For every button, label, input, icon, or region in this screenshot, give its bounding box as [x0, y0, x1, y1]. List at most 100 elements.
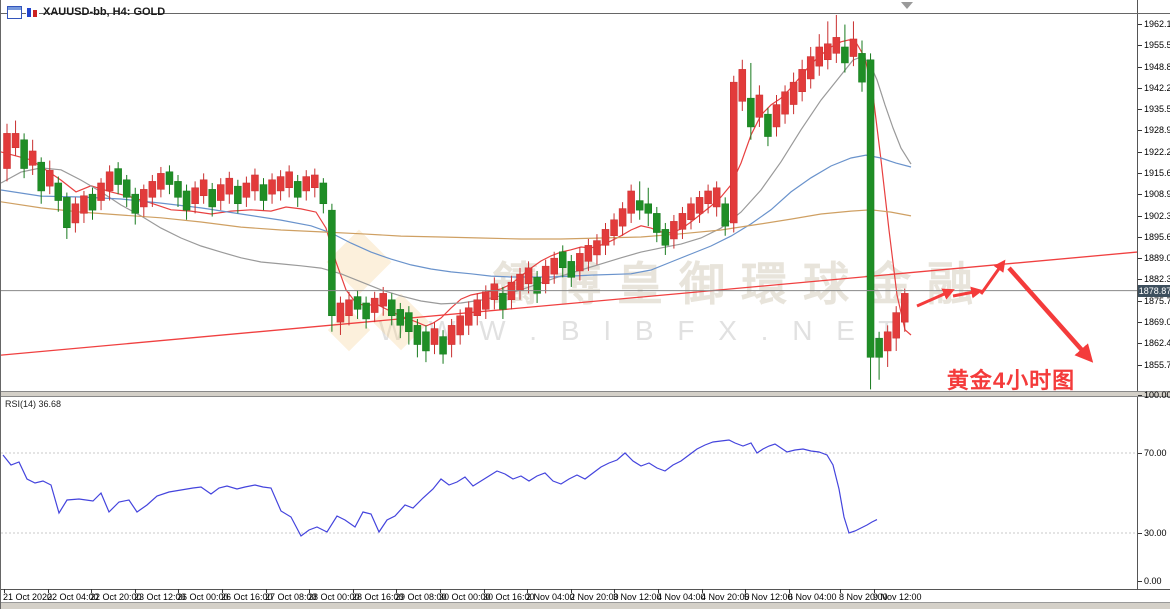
time-axis-label: 27 Oct 08:00	[265, 592, 317, 602]
rsi-line	[2, 439, 878, 537]
time-axis-tick	[571, 589, 572, 593]
price-axis-tick	[1138, 87, 1142, 89]
symbol-timeframe-label: XAUUSD-bb, H4: GOLD	[43, 6, 166, 18]
time-axis-label: 4 Nov 20:00	[701, 592, 750, 602]
symbol-row: XAUUSD-bb, H4: GOLD	[7, 5, 165, 19]
chart-shift-marker-icon[interactable]	[901, 2, 913, 9]
candlestick-chart-canvas: 鑄博皇御環球金融 W W W . B I B F X . N E T	[1, 14, 1137, 390]
time-axis-tick	[91, 589, 92, 593]
chart-window-icon	[7, 5, 22, 19]
ascending-trendline[interactable]	[1, 251, 1137, 356]
chart-top-border	[1, 13, 1170, 14]
time-axis-label: 2 Nov 20:00	[570, 592, 619, 602]
price-axis-tick	[1138, 343, 1142, 345]
price-axis-label: 1955.50	[1144, 40, 1170, 51]
price-axis-tick	[1138, 215, 1142, 217]
forecast-arrow	[952, 286, 984, 299]
current-price-tag: 1878.87	[1138, 284, 1170, 297]
time-axis-tick	[614, 589, 615, 593]
time-axis-label: 28 Oct 00:00	[308, 592, 360, 602]
ohlc-bars-icon	[26, 6, 39, 18]
time-axis-tick	[48, 589, 49, 593]
time-axis-tick	[745, 589, 746, 593]
price-axis-label: 1922.25	[1144, 146, 1170, 157]
rsi-axis-label: 0.00	[1144, 576, 1162, 586]
price-axis-label: 1902.30	[1144, 210, 1170, 221]
watermark-brand-cn: 鑄博皇御環球金融	[492, 258, 989, 310]
price-axis-tick	[1138, 130, 1142, 132]
watermark-url: W W W . B I B F X . N E T	[379, 315, 904, 346]
time-axis-tick	[222, 589, 223, 593]
window-bottom-strip	[1, 602, 1170, 609]
rsi-axis-tick	[1138, 533, 1142, 534]
price-axis-label: 1935.55	[1144, 104, 1170, 115]
time-axis-tick	[396, 589, 397, 593]
price-axis-tick	[1138, 109, 1142, 111]
time-axis-label: 26 Oct 16:00	[221, 592, 273, 602]
forecast-arrow	[1007, 266, 1094, 363]
rsi-axis[interactable]: 100.00 70.00 30.00 0.00	[1137, 390, 1170, 589]
price-axis-tick	[1138, 236, 1142, 238]
time-axis-label: 3 Nov 12:00	[613, 592, 662, 602]
time-axis[interactable]: 21 Oct 2020 22 Oct 04:00 22 Oct 20:00 23 Oc…	[1, 589, 1170, 602]
time-axis-tick	[702, 589, 703, 593]
candlestick-series	[3, 14, 909, 390]
time-axis-tick	[527, 589, 528, 593]
time-axis-label: 23 Oct 12:00	[134, 592, 186, 602]
price-axis-label: 1942.20	[1144, 82, 1170, 93]
time-axis-label: 28 Oct 16:00	[352, 592, 404, 602]
price-axis-label: 1889.00	[1144, 253, 1170, 264]
time-axis-tick	[4, 589, 5, 593]
time-axis-label: 5 Nov 12:00	[744, 592, 793, 602]
time-axis-tick	[135, 589, 136, 593]
price-axis-label: 1908.95	[1144, 189, 1170, 200]
panel-divider[interactable]	[1, 391, 1170, 397]
time-axis-label: 29 Oct 08:00	[395, 592, 447, 602]
ma-long-orange	[1, 201, 912, 240]
time-axis-tick	[266, 589, 267, 593]
rsi-axis-tick	[1138, 395, 1142, 396]
price-axis-label: 1962.15	[1144, 19, 1170, 30]
time-axis-label: 9 Nov 12:00	[873, 592, 922, 602]
time-axis-label: 8 Nov 20:00	[839, 592, 888, 602]
time-axis-tick	[658, 589, 659, 593]
time-axis-tick	[840, 589, 841, 593]
forecast-arrow	[979, 259, 1006, 295]
time-axis-label: 21 Oct 2020	[3, 592, 53, 602]
price-axis-tick	[1138, 300, 1142, 302]
rsi-axis-label: 30.00	[1144, 528, 1167, 538]
price-axis-tick	[1138, 322, 1142, 323]
price-axis-tick	[1138, 364, 1142, 366]
rsi-axis-tick	[1138, 581, 1142, 582]
watermark-diamond	[326, 229, 392, 295]
rsi-axis-label: 70.00	[1144, 448, 1167, 458]
time-axis-tick	[440, 589, 441, 593]
time-axis-tick	[178, 589, 179, 593]
time-axis-tick	[789, 589, 790, 593]
price-axis-tick	[1138, 258, 1142, 260]
rsi-panel[interactable]: RSI(14) 36.68	[1, 397, 1137, 589]
rsi-axis-tick	[1138, 453, 1142, 454]
time-axis-tick	[309, 589, 310, 593]
forecast-arrow	[916, 288, 955, 308]
time-axis-label: 4 Nov 04:00	[657, 592, 706, 602]
time-axis-label: 22 Oct 20:00	[90, 592, 142, 602]
time-axis-tick	[874, 589, 875, 593]
price-axis[interactable]: 1962.15 1955.50 1948.85 1942.20 1935.55 1928.…	[1137, 0, 1170, 391]
price-axis-tick	[1138, 194, 1142, 196]
rsi-indicator-label: RSI(14) 36.68	[5, 399, 62, 409]
time-axis-label: 30 Oct 16:00	[483, 592, 535, 602]
price-axis-label: 1855.75	[1144, 359, 1170, 370]
price-axis-tick	[1138, 279, 1142, 281]
time-axis-tick	[484, 589, 485, 593]
time-axis-label: 30 Oct 00:00	[439, 592, 491, 602]
price-axis-label: 1895.65	[1144, 231, 1170, 242]
time-axis-tick	[353, 589, 354, 593]
price-axis-label: 1882.35	[1144, 274, 1170, 285]
price-axis-label: 1862.40	[1144, 338, 1170, 349]
price-axis-label: 1928.90	[1144, 125, 1170, 136]
time-axis-label: 2 Nov 04:00	[526, 592, 575, 602]
time-axis-label: 26 Oct 00:00	[177, 592, 229, 602]
main-chart-panel[interactable]: 鑄博皇御環球金融 W W W . B I B F X . N E T XAUUSD…	[1, 0, 1137, 393]
